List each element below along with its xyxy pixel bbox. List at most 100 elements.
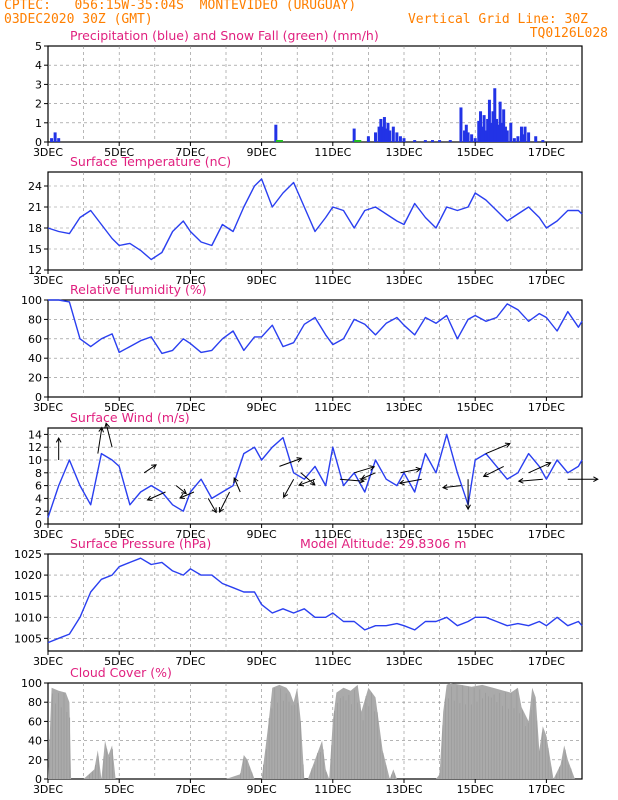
- station-info: CPTEC: 056:15W-35:04S MONTEVIDEO (URUGUA…: [4, 0, 357, 13]
- precip-bar: [53, 132, 57, 142]
- precip-bar: [381, 126, 385, 142]
- x-tick-label: 9DEC: [247, 528, 277, 541]
- wind-arrow: [400, 468, 421, 474]
- y-tick-label: 100: [21, 677, 42, 690]
- precip-bar: [534, 136, 538, 142]
- x-tick-label: 11DEC: [314, 655, 351, 668]
- panel-title: Precipitation (blue) and Snow Fall (gree…: [70, 28, 379, 43]
- wind-arrow: [485, 443, 511, 455]
- wind-arrowhead: [360, 474, 367, 480]
- y-tick-label: 60: [28, 715, 42, 728]
- wind-arrowhead: [179, 493, 185, 499]
- precip-bar: [477, 120, 481, 142]
- x-tick-label: 15DEC: [457, 528, 494, 541]
- header: CPTEC: 056:15W-35:04S MONTEVIDEO (URUGUA…: [0, 0, 618, 46]
- x-tick-label: 5DEC: [104, 655, 134, 668]
- wind-arrow: [219, 491, 231, 513]
- x-tick-label: 7DEC: [175, 274, 205, 287]
- precip-bar: [479, 111, 483, 142]
- panel-title: Surface Temperature (nC): [70, 154, 231, 169]
- precip-bar: [512, 138, 516, 142]
- x-tick-label: 13DEC: [385, 274, 422, 287]
- x-tick-label: 5DEC: [104, 528, 134, 541]
- precip-bar: [521, 134, 525, 142]
- y-tick-label: 80: [28, 696, 42, 709]
- x-tick-label: 7DEC: [175, 146, 205, 159]
- y-tick-label: 18: [28, 222, 42, 235]
- series-line: [47, 557, 583, 644]
- precip-bar: [523, 126, 527, 142]
- x-tick-label: 9DEC: [247, 401, 277, 414]
- wind-arrow: [283, 478, 295, 498]
- precip-bar: [489, 122, 493, 142]
- wind-arrow: [233, 477, 241, 493]
- precip-bar: [402, 138, 406, 142]
- y-tick-label: 1025: [14, 548, 42, 561]
- x-tick-label: 3DEC: [33, 528, 63, 541]
- x-tick-label: 9DEC: [247, 655, 277, 668]
- y-tick-label: 1020: [14, 569, 42, 582]
- x-tick-label: 13DEC: [385, 783, 422, 796]
- precip-bar: [466, 132, 470, 142]
- wind-arrowhead: [504, 442, 511, 448]
- wind-arrow: [442, 485, 462, 489]
- precip-bar: [486, 118, 490, 142]
- panel-title: Surface Pressure (hPa): [70, 536, 211, 551]
- y-tick-label: 4: [35, 492, 42, 505]
- y-tick-label: 1010: [14, 611, 42, 624]
- wind-arrowhead: [104, 422, 110, 429]
- wind-arrow: [399, 478, 422, 484]
- precip-bar: [430, 140, 434, 142]
- y-tick-label: 12: [28, 264, 42, 277]
- y-tick-label: 21: [28, 201, 42, 214]
- precip-bar: [519, 126, 523, 142]
- x-tick-label: 13DEC: [385, 655, 422, 668]
- series-line: [47, 178, 583, 261]
- chart-panel-5: 1005 1010 1015 1020 1025 3DEC 5DEC 7DEC 9DEC 11DE…: [14, 536, 583, 668]
- x-tick-label: 17DEC: [528, 528, 565, 541]
- precip-bar: [384, 128, 388, 142]
- precip-bar: [484, 130, 488, 142]
- precip-bar: [374, 132, 378, 142]
- x-tick-label: 3DEC: [33, 274, 63, 287]
- x-tick-label: 17DEC: [528, 655, 565, 668]
- x-tick-label: 3DEC: [33, 655, 63, 668]
- x-tick-label: 9DEC: [247, 146, 277, 159]
- vertical-grid-info: Vertical Grid Line: 30Z: [407, 12, 588, 27]
- y-tick-label: 0: [35, 391, 42, 404]
- wind-arrowhead: [415, 466, 422, 473]
- y-tick-label: 20: [28, 372, 42, 385]
- precip-bar: [274, 124, 278, 142]
- precip-bar: [386, 122, 390, 142]
- precip-bar: [473, 138, 477, 142]
- precip-bar: [377, 126, 381, 142]
- x-tick-label: 3DEC: [33, 401, 63, 414]
- precip-bar: [448, 140, 452, 142]
- wind-arrowhead: [309, 479, 316, 486]
- precip-bar: [366, 136, 370, 142]
- precip-bar: [500, 122, 504, 142]
- wind-arrow: [354, 466, 375, 474]
- wind-arrow: [483, 465, 504, 477]
- precip-bar: [379, 118, 383, 142]
- x-tick-label: 13DEC: [385, 528, 422, 541]
- x-tick-label: 15DEC: [457, 401, 494, 414]
- y-tick-label: 1005: [14, 632, 42, 645]
- panel-title: Cloud Cover (%): [70, 665, 172, 680]
- y-tick-label: 60: [28, 333, 42, 346]
- y-tick-label: 0: [35, 773, 42, 786]
- cloud-area: [48, 683, 582, 779]
- x-tick-label: 11DEC: [314, 401, 351, 414]
- y-tick-label: 0: [35, 136, 42, 149]
- x-tick-label: 3DEC: [33, 783, 63, 796]
- x-tick-label: 15DEC: [457, 783, 494, 796]
- precip-bar: [491, 111, 495, 142]
- wind-arrow: [147, 491, 166, 501]
- wind-arrowhead: [181, 488, 188, 495]
- wind-arrowhead: [151, 464, 157, 470]
- wind-arrowhead: [146, 495, 153, 501]
- wind-arrow: [528, 462, 551, 474]
- wind-arrowhead: [283, 492, 289, 499]
